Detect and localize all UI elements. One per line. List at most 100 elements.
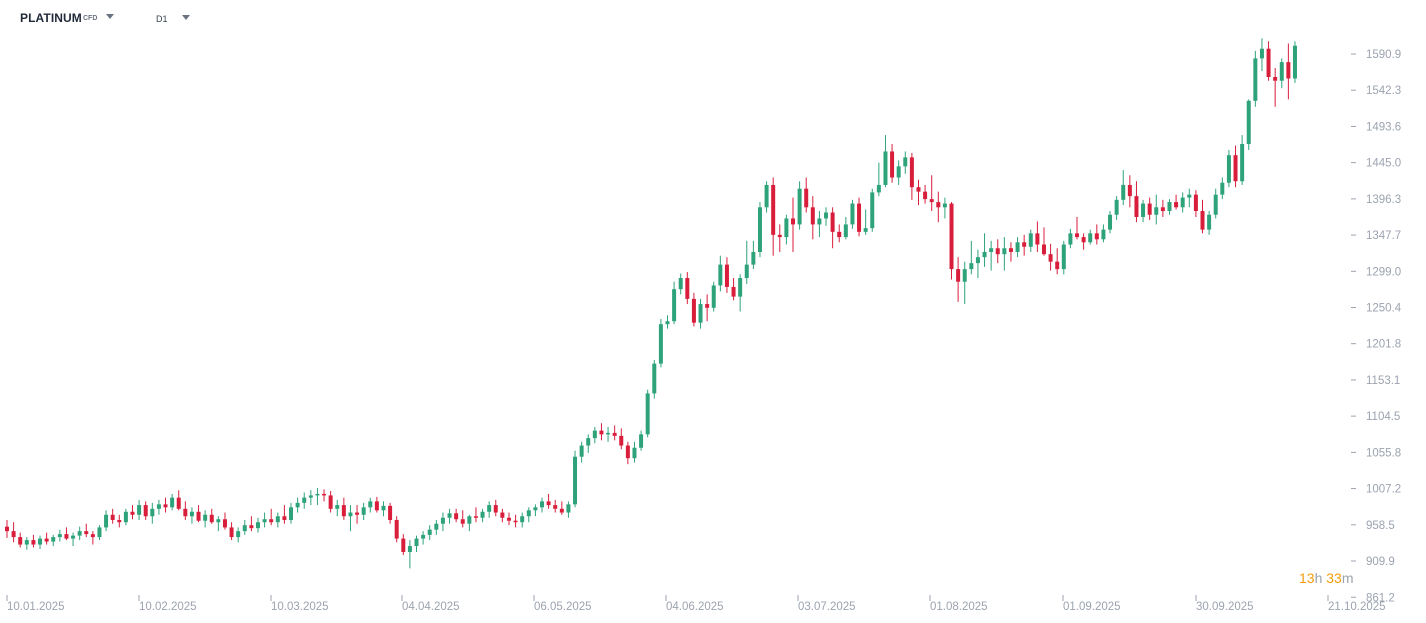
candle[interactable]	[989, 240, 994, 271]
candle[interactable]	[731, 278, 736, 301]
candle[interactable]	[236, 527, 241, 543]
candle[interactable]	[533, 504, 538, 517]
candle[interactable]	[401, 534, 406, 555]
candle[interactable]	[487, 501, 492, 518]
candle[interactable]	[176, 490, 181, 511]
candle[interactable]	[969, 240, 974, 275]
candle[interactable]	[1200, 199, 1205, 234]
candle[interactable]	[1253, 50, 1258, 107]
candle[interactable]	[678, 273, 683, 295]
candle[interactable]	[1121, 170, 1126, 206]
candle[interactable]	[242, 519, 247, 535]
candle[interactable]	[137, 499, 142, 520]
candle[interactable]	[209, 508, 214, 524]
candle[interactable]	[1075, 216, 1080, 240]
candle[interactable]	[183, 501, 188, 520]
symbol-name[interactable]: PLATINUM	[20, 11, 82, 25]
candle[interactable]	[64, 527, 69, 541]
candle[interactable]	[51, 534, 56, 547]
candle[interactable]	[407, 540, 412, 569]
candle[interactable]	[876, 162, 881, 197]
candle[interactable]	[1174, 194, 1179, 210]
candle[interactable]	[665, 315, 670, 329]
candle[interactable]	[84, 523, 89, 538]
candle[interactable]	[559, 501, 564, 515]
candle[interactable]	[38, 535, 43, 550]
candle[interactable]	[724, 257, 729, 293]
candle[interactable]	[790, 197, 795, 252]
candle[interactable]	[440, 512, 445, 532]
candle[interactable]	[222, 512, 227, 530]
candle[interactable]	[308, 490, 313, 506]
candle[interactable]	[414, 535, 419, 552]
candle[interactable]	[203, 510, 208, 528]
candle[interactable]	[57, 529, 62, 542]
candle[interactable]	[1240, 135, 1245, 185]
candle[interactable]	[216, 516, 221, 532]
candle[interactable]	[229, 522, 234, 541]
candle[interactable]	[751, 240, 756, 270]
candle[interactable]	[804, 177, 809, 213]
candle[interactable]	[249, 516, 254, 532]
candle[interactable]	[1127, 175, 1132, 208]
candle[interactable]	[282, 505, 287, 524]
candle[interactable]	[956, 257, 961, 302]
candle[interactable]	[942, 197, 947, 219]
candle[interactable]	[328, 490, 333, 513]
candle[interactable]	[315, 487, 320, 506]
candle[interactable]	[163, 497, 168, 513]
candle[interactable]	[586, 434, 591, 453]
candle[interactable]	[1114, 196, 1119, 220]
candle[interactable]	[579, 441, 584, 463]
candle[interactable]	[1094, 224, 1099, 245]
candle[interactable]	[540, 497, 545, 513]
candle[interactable]	[388, 502, 393, 524]
candle[interactable]	[493, 499, 498, 517]
candle[interactable]	[837, 224, 842, 243]
candle[interactable]	[110, 508, 115, 524]
candle[interactable]	[850, 199, 855, 229]
candle[interactable]	[890, 144, 895, 183]
candle[interactable]	[71, 532, 76, 547]
candle[interactable]	[150, 502, 155, 524]
candle[interactable]	[255, 517, 260, 533]
candle[interactable]	[698, 298, 703, 329]
candle[interactable]	[658, 318, 663, 368]
candle[interactable]	[44, 532, 49, 545]
candle[interactable]	[824, 207, 829, 226]
candle[interactable]	[592, 426, 597, 444]
candle[interactable]	[335, 499, 340, 517]
candle[interactable]	[1292, 41, 1297, 83]
candle[interactable]	[1213, 188, 1218, 219]
candle[interactable]	[31, 534, 36, 548]
candle[interactable]	[18, 532, 23, 548]
candle[interactable]	[473, 507, 478, 523]
candle[interactable]	[361, 502, 366, 520]
candle[interactable]	[421, 531, 426, 545]
candle[interactable]	[1273, 68, 1278, 107]
candle[interactable]	[1002, 237, 1007, 271]
candle[interactable]	[923, 184, 928, 204]
candle[interactable]	[645, 389, 650, 438]
candle[interactable]	[843, 216, 848, 240]
candle[interactable]	[24, 537, 29, 550]
candle[interactable]	[1207, 211, 1212, 235]
candle[interactable]	[771, 177, 776, 256]
candle[interactable]	[632, 441, 637, 463]
candle[interactable]	[817, 211, 822, 238]
candle[interactable]	[1068, 228, 1073, 249]
candle[interactable]	[1279, 58, 1284, 89]
candle[interactable]	[1088, 229, 1093, 245]
candle[interactable]	[480, 508, 485, 523]
candle[interactable]	[903, 151, 908, 174]
candle[interactable]	[573, 450, 578, 508]
candle[interactable]	[1193, 190, 1198, 217]
candle[interactable]	[520, 512, 525, 528]
candle[interactable]	[381, 501, 386, 517]
candle[interactable]	[1246, 99, 1251, 150]
candle[interactable]	[506, 512, 511, 526]
candle[interactable]	[123, 508, 128, 526]
candle[interactable]	[355, 505, 360, 524]
candle[interactable]	[916, 179, 921, 206]
